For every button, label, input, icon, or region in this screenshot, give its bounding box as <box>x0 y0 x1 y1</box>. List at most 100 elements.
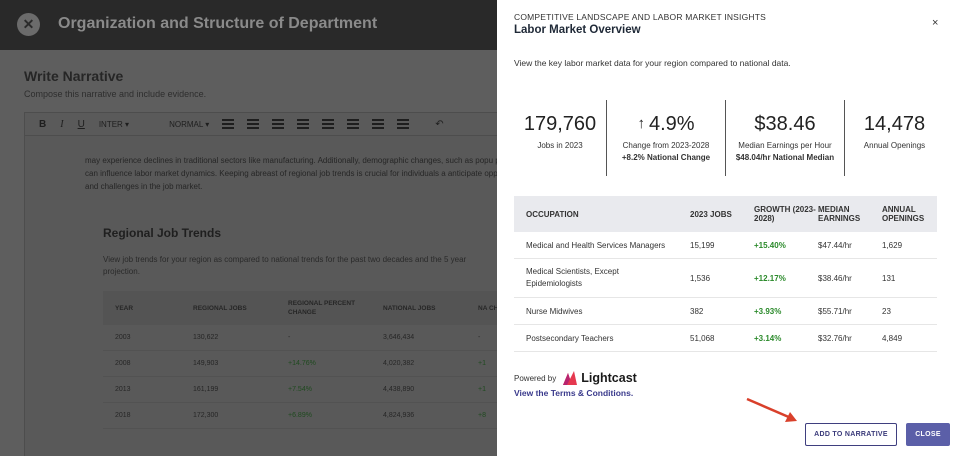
stat-sub: +8.2% National Change <box>621 153 711 162</box>
occupation-cell: Medical and Health Services Managers <box>526 240 666 250</box>
table-cell: +6.89% <box>288 412 312 419</box>
growth-cell: +12.17% <box>754 273 786 283</box>
column-header-occupation: OCCUPATION <box>526 209 579 219</box>
table-cell: 2018 <box>115 412 131 419</box>
lightcast-icon <box>563 371 578 385</box>
section-title: Regional Job Trends <box>103 226 222 240</box>
table-cell: - <box>288 334 291 341</box>
close-icon[interactable]: × <box>932 17 939 29</box>
editor-content[interactable]: may experience declines in traditional s… <box>24 136 544 456</box>
align-icon[interactable] <box>272 119 285 129</box>
image-icon[interactable] <box>372 119 385 129</box>
column-header: YEAR <box>115 304 134 312</box>
column-header: REGIONAL PERCENT CHANGE <box>288 300 356 316</box>
labor-market-drawer: COMPETITIVE LANDSCAPE AND LABOR MARKET I… <box>497 0 956 456</box>
occupation-table[interactable]: OCCUPATION 2023 JOBS GROWTH (2023-2028) … <box>514 196 937 354</box>
table-row: Postsecondary Teachers 51,068 +3.14% $32… <box>514 325 937 352</box>
underline-button[interactable]: U <box>77 118 85 130</box>
stat-divider <box>725 100 726 176</box>
jobs-cell: 51,068 <box>690 333 715 343</box>
table-row: Nurse Midwives 382 +3.93% $55.71/hr 23 <box>514 298 937 325</box>
drawer-overline: COMPETITIVE LANDSCAPE AND LABOR MARKET I… <box>514 12 767 22</box>
lightcast-logo: Lightcast <box>562 370 637 386</box>
openings-cell: 23 <box>882 306 891 316</box>
close-button[interactable]: CLOSE <box>906 423 950 446</box>
drawer-description: View the key labor market data for your … <box>514 58 791 68</box>
stat-divider <box>606 100 607 176</box>
table-cell: 4,020,382 <box>383 360 415 367</box>
drawer-title: Labor Market Overview <box>514 24 641 36</box>
terms-link[interactable]: View the Terms & Conditions. <box>514 388 634 398</box>
occupation-cell: Postsecondary Teachers <box>526 333 614 343</box>
link-icon[interactable] <box>347 119 360 129</box>
brand-name: Lightcast <box>581 371 637 385</box>
jobs-cell: 1,536 <box>690 273 711 283</box>
font-select[interactable]: INTER ▾ <box>98 119 130 129</box>
numbered-list-icon[interactable] <box>297 119 310 129</box>
stat-value: 14,478 <box>863 113 926 135</box>
growth-cell: +15.40% <box>754 240 786 250</box>
table-row: 2003 130,622 - 3,646,434 - <box>103 325 544 351</box>
font-select-value: INTER <box>98 119 123 129</box>
stat-earnings: $38.46 Median Earnings per Hour $48.04/h… <box>726 100 844 178</box>
growth-cell: +3.93% <box>754 306 782 316</box>
earnings-cell: $55.71/hr <box>818 306 852 316</box>
stat-jobs: 179,760 Jobs in 2023 <box>514 100 606 178</box>
format-select-value: NORMAL <box>169 119 203 129</box>
jobs-cell: 15,199 <box>690 240 715 250</box>
italic-button[interactable]: I <box>60 118 64 130</box>
table-row: Medical and Health Services Managers 15,… <box>514 232 937 259</box>
stat-label: Change from 2023-2028 <box>622 141 710 150</box>
table-cell: +1 <box>478 386 486 393</box>
stat-value: 179,760 <box>523 113 597 135</box>
narrative-subheading: Compose this narrative and include evide… <box>24 89 207 99</box>
openings-cell: 131 <box>882 273 896 283</box>
table-cell: 3,646,434 <box>383 334 415 341</box>
occupation-cell: Nurse Midwives <box>526 306 583 316</box>
jobs-cell: 382 <box>690 306 704 316</box>
stat-value-wrap: ↑ 4.9% <box>607 113 725 136</box>
earnings-cell: $47.44/hr <box>818 240 852 250</box>
outdent-icon[interactable] <box>222 119 235 129</box>
page-title: Organization and Structure of Department <box>58 15 378 32</box>
earnings-cell: $32.76/hr <box>818 333 852 343</box>
stat-value: $38.46 <box>754 113 816 135</box>
openings-cell: 4,849 <box>882 333 903 343</box>
table-cell: 4,438,890 <box>383 386 415 393</box>
stat-openings: 14,478 Annual Openings <box>845 100 944 178</box>
table-icon[interactable] <box>397 119 410 129</box>
openings-cell: 1,629 <box>882 240 903 250</box>
bold-button[interactable]: B <box>39 118 47 130</box>
column-header-growth: GROWTH (2023-2028) <box>754 205 816 223</box>
table-row: 2008 149,903 +14.76% 4,020,382 +1 <box>103 351 544 377</box>
column-header: REGIONAL JOBS <box>193 304 247 312</box>
job-trends-table: YEAR REGIONAL JOBS REGIONAL PERCENT CHAN… <box>103 291 544 429</box>
table-cell: +7.54% <box>288 386 312 393</box>
column-header: NA CH <box>478 304 499 312</box>
indent-icon[interactable] <box>247 119 260 129</box>
bullet-list-icon[interactable] <box>322 119 335 129</box>
table-cell: 2008 <box>115 360 131 367</box>
table-row: 2018 172,300 +6.89% 4,824,936 +8 <box>103 403 544 429</box>
powered-by-label: Powered by <box>514 373 557 383</box>
table-cell: 161,199 <box>193 386 219 393</box>
stat-sub: $48.04/hr National Median <box>735 153 835 162</box>
column-header-openings: ANNUAL OPENINGS <box>882 205 925 223</box>
format-select[interactable]: NORMAL ▾ <box>169 119 210 129</box>
column-header: NATIONAL JOBS <box>383 304 436 312</box>
table-cell: 2003 <box>115 334 131 341</box>
arrow-up-icon: ↑ <box>637 115 645 132</box>
add-to-narrative-button[interactable]: ADD TO NARRATIVE <box>805 423 897 446</box>
stat-value: 4.9% <box>648 113 695 135</box>
table-cell: 172,300 <box>193 412 219 419</box>
powered-by: Powered by Lightcast <box>514 370 637 386</box>
editor-paragraph: may experience declines in traditional s… <box>85 156 539 191</box>
growth-cell: +3.14% <box>754 333 782 343</box>
table-header-row: YEAR REGIONAL JOBS REGIONAL PERCENT CHAN… <box>103 291 544 325</box>
table-cell: 130,622 <box>193 334 219 341</box>
undo-icon[interactable]: ↶ <box>435 118 444 130</box>
close-editor-icon[interactable]: ✕ <box>17 13 40 36</box>
stat-divider <box>844 100 845 176</box>
table-cell: +1 <box>478 360 486 367</box>
annotation-arrow-icon <box>746 397 797 422</box>
